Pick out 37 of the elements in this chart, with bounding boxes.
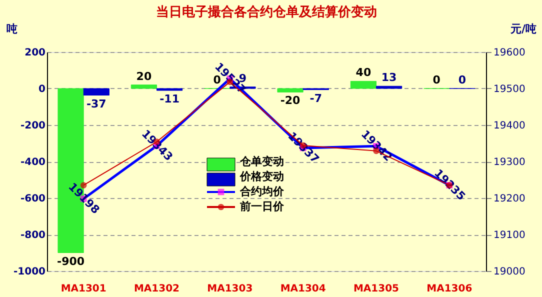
y2-tick-label: 19000 xyxy=(494,266,526,278)
data-label: -7 xyxy=(310,92,322,105)
data-label: 0 xyxy=(432,74,441,86)
x-tick-label: MA1304 xyxy=(280,284,326,294)
x-tick-label: MA1301 xyxy=(60,284,106,294)
x-tick-label: MA1306 xyxy=(426,284,472,294)
y-axis-title: 吨 xyxy=(6,22,18,36)
y2-tick-label: 19200 xyxy=(494,194,526,204)
x-tick-label: MA1305 xyxy=(353,284,400,294)
y-tick-label: -1000 xyxy=(14,266,46,278)
legend-label: 合约均价 xyxy=(239,185,285,198)
y-tick-label: -800 xyxy=(20,230,46,241)
y-tick-label: 200 xyxy=(24,48,46,58)
x-tick-label: MA1302 xyxy=(134,284,180,294)
y2-tick-label: 19300 xyxy=(494,157,526,168)
y2-tick-label: 19100 xyxy=(494,230,526,241)
data-label: -900 xyxy=(57,254,85,268)
y2-tick-label: 19500 xyxy=(494,84,526,95)
data-label: 13 xyxy=(381,71,397,84)
data-label: 0 xyxy=(458,74,466,86)
data-label: 20 xyxy=(136,70,152,83)
y2-tick-label: 19400 xyxy=(494,120,526,132)
legend-label: 价格变动 xyxy=(239,170,284,183)
legend-label: 前一日价 xyxy=(239,200,285,213)
data-label: -20 xyxy=(280,94,301,108)
legend-label: 仓单变动 xyxy=(239,155,284,168)
data-label: -37 xyxy=(86,97,106,110)
y2-axis-title: 元/吨 xyxy=(509,22,536,36)
x-tick-label: MA1303 xyxy=(207,284,253,294)
y-tick-label: -200 xyxy=(20,120,46,132)
data-label: 40 xyxy=(356,66,372,80)
y-tick-label: -400 xyxy=(20,157,46,168)
y2-tick-label: 19600 xyxy=(494,48,526,58)
y-tick-label: -600 xyxy=(20,194,46,204)
y-tick-label: 0 xyxy=(38,84,46,95)
chart-title: 当日电子撮合各合约仓单及结算价变动 xyxy=(156,4,377,20)
data-label: -11 xyxy=(160,92,180,106)
